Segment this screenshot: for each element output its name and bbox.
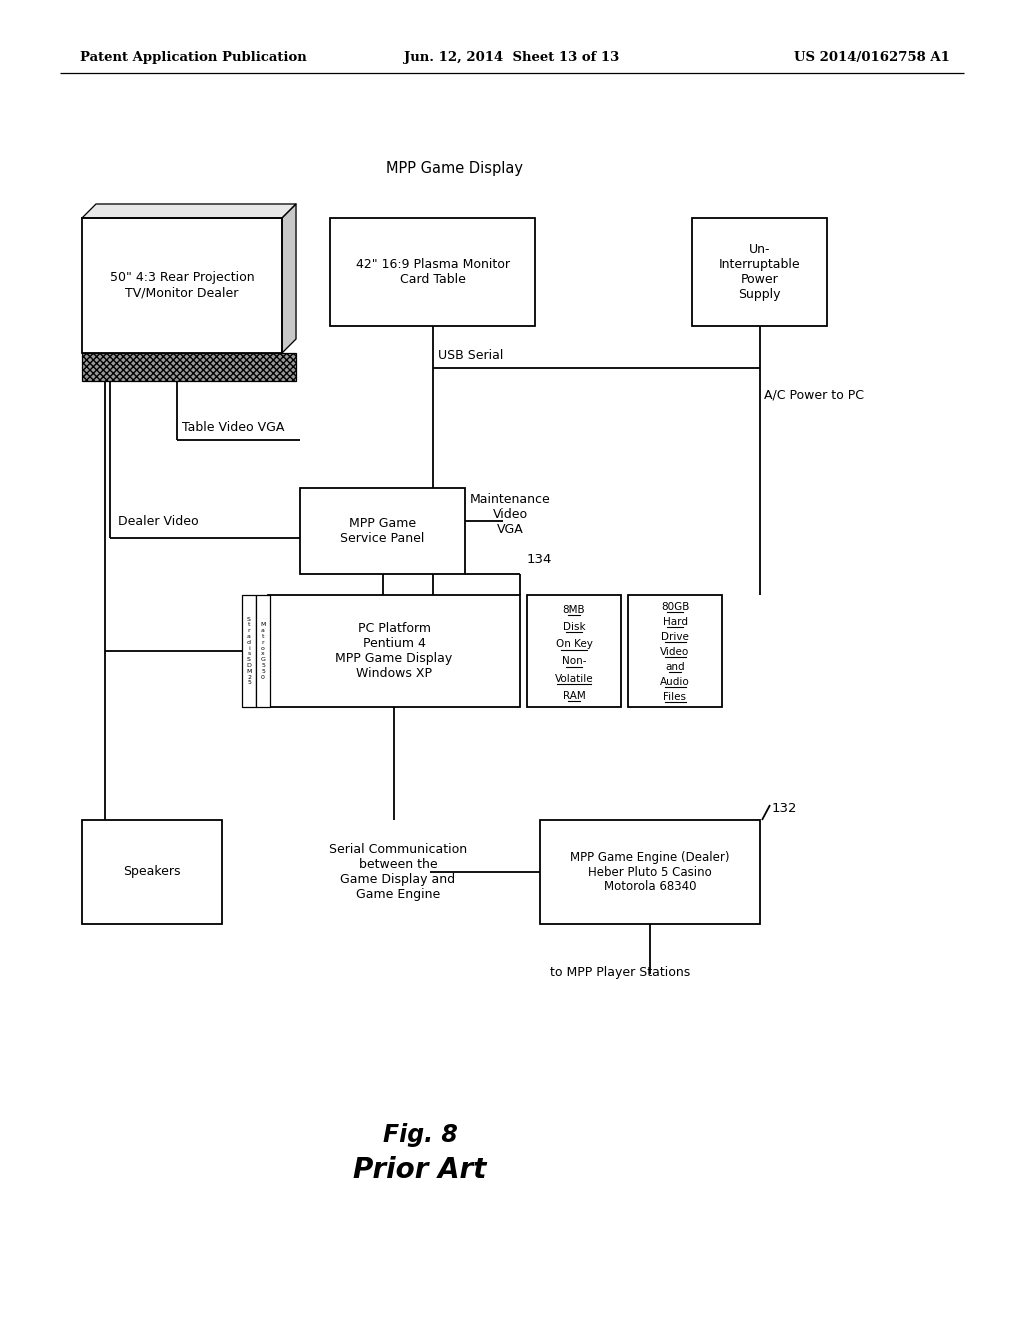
Text: Drive: Drive	[662, 632, 689, 642]
Bar	[628, 595, 722, 708]
Text: Jun. 12, 2014  Sheet 13 of 13: Jun. 12, 2014 Sheet 13 of 13	[404, 51, 620, 65]
Text: Audio: Audio	[660, 677, 690, 686]
Text: Files: Files	[664, 692, 686, 701]
Text: USB Serial: USB Serial	[437, 348, 503, 362]
Text: MPP Game
Service Panel: MPP Game Service Panel	[340, 517, 425, 545]
Bar	[540, 820, 760, 924]
Text: 80GB: 80GB	[660, 602, 689, 612]
Text: A/C Power to PC: A/C Power to PC	[765, 388, 864, 401]
Text: to MPP Player Stations: to MPP Player Stations	[550, 966, 690, 979]
Text: Video: Video	[660, 647, 689, 657]
Bar	[82, 352, 296, 381]
Text: 8MB: 8MB	[562, 605, 586, 615]
Text: Non-: Non-	[562, 656, 587, 667]
Bar	[692, 218, 827, 326]
Text: Volatile: Volatile	[555, 673, 593, 684]
Bar	[330, 218, 535, 326]
Text: US 2014/0162758 A1: US 2014/0162758 A1	[795, 51, 950, 65]
Text: Speakers: Speakers	[123, 866, 181, 879]
Bar	[527, 595, 621, 708]
Text: Disk: Disk	[562, 622, 586, 632]
Text: Table Video VGA: Table Video VGA	[182, 421, 285, 434]
Text: Prior Art: Prior Art	[353, 1156, 486, 1184]
Text: Hard: Hard	[663, 616, 687, 627]
Bar	[256, 595, 270, 708]
Text: 42" 16:9 Plasma Monitor
Card Table: 42" 16:9 Plasma Monitor Card Table	[355, 257, 510, 286]
Text: On Key: On Key	[556, 639, 593, 649]
Text: 134: 134	[527, 553, 552, 566]
Bar	[300, 488, 465, 574]
Text: Patent Application Publication: Patent Application Publication	[80, 51, 307, 65]
Bar	[242, 595, 256, 708]
Text: PC Platform
Pentium 4
MPP Game Display
Windows XP: PC Platform Pentium 4 MPP Game Display W…	[336, 622, 453, 680]
Text: 132: 132	[772, 803, 798, 814]
Text: and: and	[666, 661, 685, 672]
Polygon shape	[82, 205, 296, 218]
Text: MPP Game Engine (Dealer)
Heber Pluto 5 Casino
Motorola 68340: MPP Game Engine (Dealer) Heber Pluto 5 C…	[570, 850, 730, 894]
Bar	[268, 595, 520, 708]
Text: 50" 4:3 Rear Projection
TV/Monitor Dealer: 50" 4:3 Rear Projection TV/Monitor Deale…	[110, 272, 254, 300]
Bar	[82, 218, 282, 352]
Text: RAM: RAM	[562, 690, 586, 701]
Text: Dealer Video: Dealer Video	[118, 515, 199, 528]
Polygon shape	[282, 205, 296, 352]
Text: Serial Communication
between the
Game Display and
Game Engine: Serial Communication between the Game Di…	[329, 843, 467, 902]
Text: S
t
r
a
d
i
s
S
D
M
2
5: S t r a d i s S D M 2 5	[247, 616, 252, 685]
Text: M
a
t
r
o
x
G
5
5
0: M a t r o x G 5 5 0	[260, 623, 265, 680]
Text: Fig. 8: Fig. 8	[383, 1123, 458, 1147]
Text: Un-
Interruptable
Power
Supply: Un- Interruptable Power Supply	[719, 243, 801, 301]
Text: MPP Game Display: MPP Game Display	[386, 161, 523, 176]
Text: Maintenance
Video
VGA: Maintenance Video VGA	[470, 492, 551, 536]
Bar	[82, 820, 222, 924]
